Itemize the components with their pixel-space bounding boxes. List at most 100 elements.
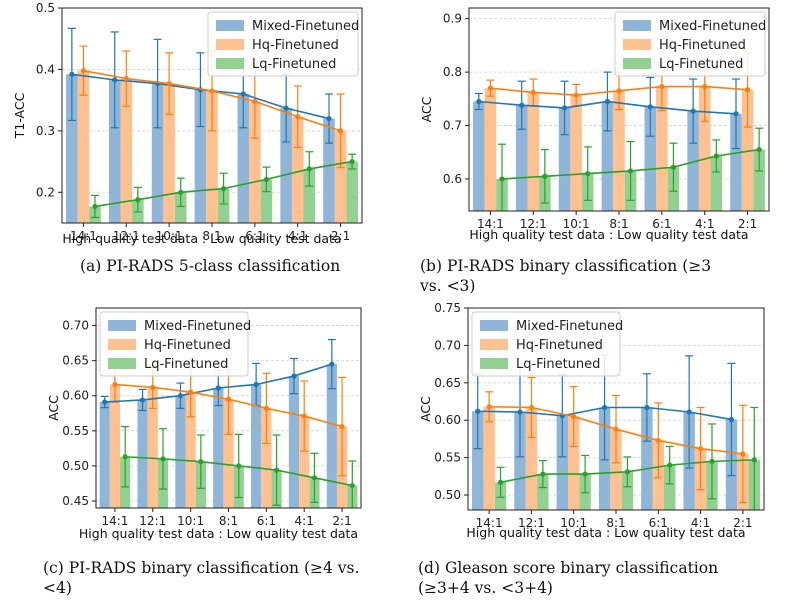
y-tick-label: 0.2 xyxy=(36,185,55,199)
x-tick-label: 14:1 xyxy=(101,514,128,528)
bar-c-s1-4 xyxy=(261,408,272,508)
x-tick-label: 4:1 xyxy=(295,514,314,528)
legend-swatch xyxy=(480,358,508,369)
legend-box xyxy=(471,311,621,377)
bar-a-s0-4 xyxy=(237,94,250,223)
data-point-c-s1-0 xyxy=(112,381,118,388)
chart-panel-d: 0.50 0.55 0.60 0.65 0.70 0.75 14:1 12:1 10:1 8:1 6… xyxy=(418,301,765,597)
data-point-a-s0-0 xyxy=(69,71,75,77)
legend-swatch xyxy=(108,339,136,350)
caption: vs. <3) xyxy=(419,277,475,295)
bar-b-s1-6 xyxy=(741,89,754,211)
data-point-a-s1-2 xyxy=(166,80,172,87)
bar-d-s2-1 xyxy=(537,474,549,510)
caption: (c) PI-RADS binary classification (≥4 vs… xyxy=(43,559,359,577)
data-point-b-s2-2 xyxy=(585,171,591,177)
caption: (d) Gleason score binary classification xyxy=(418,559,718,577)
data-point-d-s1-0 xyxy=(486,404,492,410)
data-point-b-s2-4 xyxy=(670,164,677,170)
data-point-b-s2-5 xyxy=(713,153,719,159)
data-point-a-s0-1 xyxy=(112,77,118,83)
data-point-a-s1-0 xyxy=(80,68,87,74)
data-point-c-s0-3 xyxy=(215,385,221,391)
x-tick-label: 2:1 xyxy=(733,516,752,530)
data-point-b-s0-6 xyxy=(733,111,739,117)
data-point-c-s1-6 xyxy=(339,423,345,430)
bar-a-s2-5 xyxy=(303,168,316,223)
bar-a-s2-3 xyxy=(217,188,230,223)
y-tick-label: 0.55 xyxy=(434,451,461,465)
x-tick-label: 2:1 xyxy=(331,229,350,243)
bar-d-s0-4 xyxy=(641,407,653,510)
y-tick-label: 0.60 xyxy=(434,413,461,427)
data-point-c-s2-5 xyxy=(311,475,318,481)
data-point-b-s1-4 xyxy=(659,83,665,90)
data-point-b-s0-5 xyxy=(690,108,696,114)
data-point-d-s1-2 xyxy=(571,413,577,420)
legend-swatch xyxy=(623,39,651,50)
legend: Mixed-Finetuned Hq-Finetuned Lq-Finetuned xyxy=(99,311,251,377)
bar-c-s0-6 xyxy=(326,364,337,508)
bar-a-s2-2 xyxy=(174,192,187,223)
bar-c-s1-0 xyxy=(109,384,121,508)
data-point-a-s2-4 xyxy=(263,176,270,182)
data-point-b-s1-6 xyxy=(744,87,751,93)
caption: <4) xyxy=(43,579,72,597)
bar-b-s0-4 xyxy=(644,106,657,211)
data-point-a-s1-1 xyxy=(123,76,129,82)
x-tick-label: 12:1 xyxy=(139,514,166,528)
bar-c-s0-1 xyxy=(137,399,148,508)
data-point-a-s0-4 xyxy=(240,91,246,97)
y-axis-label: ACC xyxy=(419,96,434,122)
y-tick-label: 0.3 xyxy=(36,124,55,138)
data-point-d-s2-0 xyxy=(497,479,504,485)
bar-d-s2-3 xyxy=(621,471,634,510)
y-tick-label: 0.45 xyxy=(62,494,89,508)
y-tick-label: 0.65 xyxy=(434,376,461,390)
data-point-d-s2-4 xyxy=(667,462,673,468)
bar-c-s0-2 xyxy=(175,395,186,508)
bar-a-s2-6 xyxy=(346,161,358,223)
bar-b-s0-6 xyxy=(730,113,742,211)
bar-c-s0-4 xyxy=(251,384,262,508)
data-point-b-s0-0 xyxy=(476,98,482,105)
y-tick-label: 0.6 xyxy=(443,172,462,186)
y-tick-label: 0.70 xyxy=(62,319,89,333)
x-axis-label: High quality test data : Low quality tes… xyxy=(469,227,748,242)
data-point-b-s1-1 xyxy=(530,89,536,96)
data-point-b-s2-1 xyxy=(542,173,548,179)
bar-a-s1-0 xyxy=(77,70,90,224)
x-tick-label: 8:1 xyxy=(219,514,238,528)
bar-d-s1-2 xyxy=(568,416,580,510)
chart-panel-c: 0.45 0.50 0.55 0.60 0.65 0.70 14:1 12:1 10:1 8:1 6… xyxy=(43,307,362,597)
data-point-c-s0-0 xyxy=(102,399,108,405)
legend-swatch xyxy=(108,320,136,331)
x-tick-label: 10:1 xyxy=(156,229,183,243)
data-point-a-s2-2 xyxy=(178,189,184,195)
data-point-d-s2-6 xyxy=(751,457,757,463)
data-point-b-s2-0 xyxy=(499,176,505,182)
legend-swatch xyxy=(480,339,508,350)
legend-label: Hq-Finetuned xyxy=(516,338,603,353)
legend: Mixed-Finetuned Hq-Finetuned Lq-Finetuned xyxy=(614,11,766,77)
bar-a-s1-1 xyxy=(120,78,133,224)
y-axis-label: ACC xyxy=(418,396,433,422)
bar-d-s0-1 xyxy=(514,411,526,510)
data-point-c-s2-6 xyxy=(349,482,355,489)
data-point-c-s2-4 xyxy=(273,467,280,473)
data-point-d-s2-2 xyxy=(582,471,588,477)
data-point-b-s2-6 xyxy=(756,146,762,153)
data-point-c-s2-1 xyxy=(160,456,166,462)
data-point-a-s2-3 xyxy=(220,186,227,192)
bar-c-s1-3 xyxy=(223,399,234,508)
bar-a-s1-3 xyxy=(206,90,218,223)
caption: (b) PI-RADS binary classification (≥3 xyxy=(420,257,711,275)
x-tick-label: 4:1 xyxy=(691,516,710,530)
data-point-c-s2-3 xyxy=(236,463,242,469)
legend-swatch xyxy=(216,39,244,50)
data-point-c-s1-3 xyxy=(225,396,232,402)
x-tick-label: 4:1 xyxy=(695,217,714,231)
x-tick-label: 4:1 xyxy=(288,229,307,243)
bar-a-s0-5 xyxy=(280,108,292,223)
y-axis-label: T1-ACC xyxy=(12,92,27,139)
